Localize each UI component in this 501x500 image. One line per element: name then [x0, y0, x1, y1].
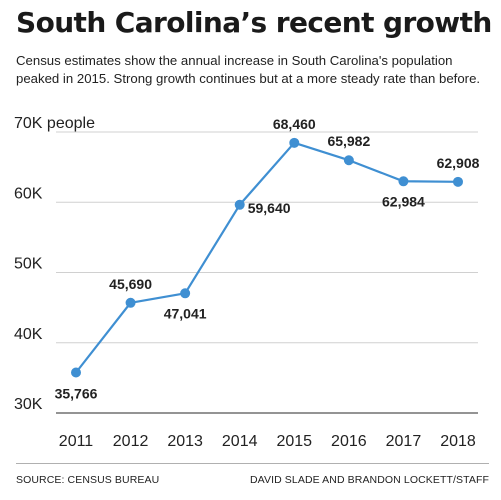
y-tick-label: 60K: [14, 185, 43, 202]
data-point: [398, 176, 409, 187]
x-tick-label: 2014: [222, 433, 258, 450]
data-label: 68,460: [273, 116, 316, 132]
data-point: [343, 155, 354, 166]
data-label: 35,766: [55, 385, 98, 401]
data-point: [289, 137, 300, 148]
data-point: [180, 288, 191, 299]
data-labels: 35,766 45,690 47,041 59,640 68,460 65,982 62,9…: [55, 116, 480, 402]
chart-title: South Carolina’s recent growth: [16, 6, 492, 39]
data-point: [453, 176, 463, 187]
data-point: [125, 297, 136, 308]
x-axis-ticks: 2011 2012 2013 2014 2015 2016 2017 2018: [59, 433, 476, 450]
source-credit: SOURCE: CENSUS BUREAU: [16, 474, 160, 486]
x-tick-label: 2016: [331, 433, 367, 450]
data-label: 47,041: [164, 305, 207, 321]
x-tick-label: 2012: [113, 433, 149, 450]
byline-credit: DAVID SLADE AND BRANDON LOCKETT/STAFF: [249, 474, 489, 486]
data-label: 45,690: [109, 276, 152, 292]
x-tick-label: 2015: [276, 433, 312, 450]
x-tick-label: 2011: [59, 433, 94, 450]
data-label: 65,982: [327, 133, 370, 149]
data-point: [71, 367, 81, 378]
x-tick-label: 2018: [440, 433, 476, 450]
y-tick-label: 70K people: [14, 115, 95, 132]
y-tick-label: 50K: [14, 256, 43, 273]
chart-subtitle: Census estimates show the annual increas…: [16, 53, 481, 86]
data-points: [71, 137, 463, 378]
gridlines: [56, 131, 478, 414]
x-tick-label: 2013: [167, 433, 203, 450]
data-point: [234, 199, 245, 210]
y-tick-label: 30K: [14, 396, 43, 413]
x-tick-label: 2017: [386, 433, 422, 450]
y-axis-ticks: 30K 40K 50K 60K 70K people: [14, 115, 95, 413]
data-label: 62,908: [437, 155, 480, 171]
data-label: 59,640: [248, 200, 291, 216]
series-line: [75, 141, 459, 374]
data-label: 62,984: [382, 193, 425, 209]
data-series: [75, 141, 459, 374]
y-tick-label: 40K: [14, 326, 43, 343]
footer-divider: [16, 463, 489, 464]
